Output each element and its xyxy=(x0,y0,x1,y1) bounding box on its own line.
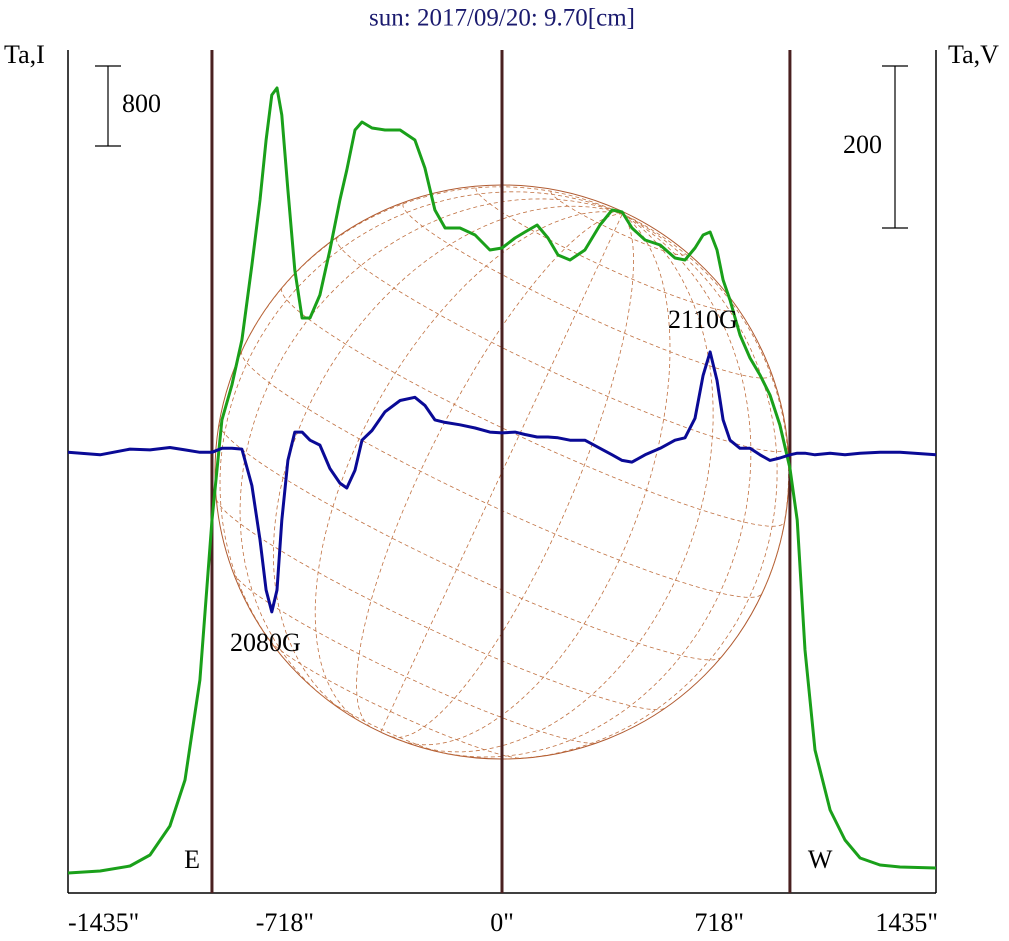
solar-grid-line xyxy=(420,213,714,753)
chart-title: sun: 2017/09/20: 9.70[cm] xyxy=(369,5,635,32)
scale-bar-label: 800 xyxy=(122,89,161,118)
solar-grid-line xyxy=(272,205,623,712)
x-tick-label: 0" xyxy=(490,908,514,937)
x-tick-label: -718" xyxy=(256,908,314,937)
annotation: 2080G xyxy=(230,628,301,657)
x-tick-label: 718" xyxy=(694,908,744,937)
solar-grid-line xyxy=(219,191,623,653)
solar-grid-line xyxy=(380,213,623,733)
solar-grid-line xyxy=(233,573,597,744)
series-line xyxy=(67,86,937,875)
x-tick-label: 1435" xyxy=(875,908,938,937)
marker-label: E xyxy=(184,845,200,874)
solar-grid-line xyxy=(391,213,635,738)
series-line xyxy=(67,350,937,614)
y2-axis-label: Ta,V xyxy=(948,40,999,69)
solar-grid-line xyxy=(325,697,443,754)
solar-grid-line xyxy=(269,640,522,759)
annotation: 2110G xyxy=(668,305,738,334)
solar-grid-line xyxy=(550,191,686,256)
solar-grid-line xyxy=(356,213,623,728)
solar-grid-line xyxy=(218,423,722,661)
solar-grid-line xyxy=(241,350,763,598)
solar-grid-line xyxy=(216,499,665,711)
y-axis-label: Ta,I xyxy=(4,40,45,69)
scale-bar-label: 200 xyxy=(843,130,882,159)
solar-grid-line xyxy=(401,213,671,746)
solar-grid-line xyxy=(622,213,790,594)
solar-grid-line xyxy=(314,211,623,723)
solar-grid-line xyxy=(402,203,772,379)
solar-grid-line xyxy=(442,213,752,758)
solar-grid-line xyxy=(475,187,737,312)
x-tick-label: -1435" xyxy=(68,908,139,937)
solar-grid-line xyxy=(507,213,778,760)
marker-label: W xyxy=(808,845,833,874)
